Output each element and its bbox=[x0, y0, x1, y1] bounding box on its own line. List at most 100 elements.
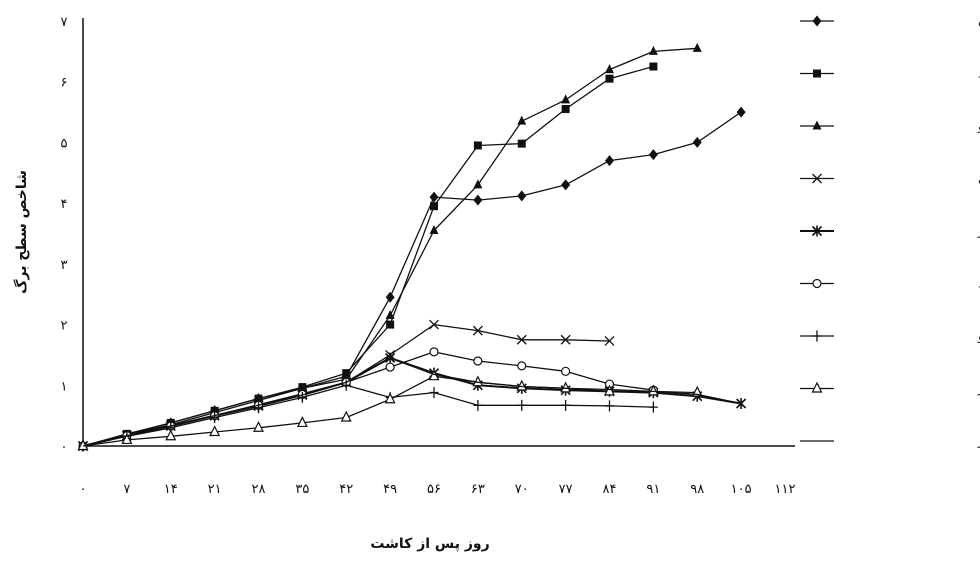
data-point bbox=[648, 401, 658, 413]
series-8 bbox=[77, 369, 703, 451]
x-tick-label: ۷ bbox=[123, 482, 130, 497]
data-point bbox=[561, 94, 571, 104]
y-tick-label: ۷ bbox=[61, 15, 68, 30]
data-point bbox=[516, 379, 528, 391]
y-axis-title: شاخص سطح برگ bbox=[13, 170, 30, 294]
data-point bbox=[648, 149, 658, 161]
data-point bbox=[647, 384, 659, 396]
series-1 bbox=[78, 106, 746, 452]
data-point bbox=[605, 155, 614, 167]
series-line bbox=[82, 65, 654, 447]
data-point bbox=[340, 410, 352, 422]
y-tick-label: ۰ bbox=[61, 440, 68, 455]
x-tick-label: ۹۱ bbox=[646, 482, 660, 497]
y-tick-label: ۶ bbox=[61, 76, 68, 91]
data-point bbox=[429, 387, 439, 399]
x-tick-label: ۱۴ bbox=[164, 482, 178, 497]
legend-label: لوبیا قرمز صیاد bbox=[978, 277, 980, 292]
data-point bbox=[473, 194, 483, 206]
data-point bbox=[648, 45, 658, 55]
legend: لوبیا چشم بلبلی کامران لوبیا چشم بلبلی مش… bbox=[800, 14, 980, 449]
legend-entry: ماش پرتو bbox=[800, 329, 980, 344]
series-6 bbox=[78, 347, 658, 451]
x-tick-label: ۶۳ bbox=[471, 482, 485, 497]
data-point bbox=[517, 361, 527, 371]
data-point bbox=[254, 402, 263, 414]
x-tick-label: ۹۸ bbox=[690, 482, 704, 497]
data-point bbox=[649, 62, 658, 71]
data-point bbox=[473, 399, 483, 411]
legend-entry: لوبیا قرمز گلی bbox=[800, 172, 980, 187]
data-point bbox=[473, 179, 483, 189]
data-point bbox=[386, 320, 395, 329]
series-lines bbox=[77, 42, 747, 452]
y-tick-label: ۴ bbox=[61, 197, 68, 212]
x-tick-label: ۸۴ bbox=[603, 482, 617, 497]
y-tick-label: ۱ bbox=[61, 379, 68, 394]
data-point bbox=[210, 411, 220, 423]
data-point bbox=[430, 202, 438, 211]
legend-label: لوبیا چشم بلبلی مشهد bbox=[978, 67, 980, 82]
data-point bbox=[429, 319, 439, 330]
legend-entry: ماش مهر bbox=[800, 434, 980, 449]
data-point bbox=[604, 336, 615, 346]
legend-label: لوبیا قرمز گلی bbox=[978, 172, 980, 187]
data-point bbox=[517, 190, 527, 202]
data-point bbox=[692, 42, 702, 52]
data-point bbox=[736, 398, 747, 409]
data-point bbox=[385, 291, 395, 303]
data-point bbox=[561, 366, 571, 376]
x-tick-label: ۲۸ bbox=[252, 482, 266, 497]
data-point bbox=[517, 115, 527, 125]
data-point bbox=[692, 136, 702, 148]
data-point bbox=[385, 309, 395, 319]
data-point bbox=[429, 224, 439, 234]
legend-label: ماش مهر bbox=[977, 434, 980, 449]
series-line bbox=[82, 375, 698, 447]
data-point bbox=[561, 399, 571, 411]
data-point bbox=[736, 106, 746, 118]
x-tick-label: ۷۷ bbox=[559, 482, 573, 497]
axes bbox=[82, 18, 795, 447]
data-point bbox=[121, 433, 133, 445]
legend-label: لوبیا چشم بلبلی پرستو bbox=[977, 119, 980, 134]
legend-entry: لوبیا چشم بلبلی مشهد bbox=[800, 67, 980, 82]
data-point bbox=[209, 425, 221, 437]
data-point bbox=[473, 141, 482, 150]
data-point bbox=[429, 347, 439, 357]
legend-label: لوبیا قرمز ناز bbox=[977, 224, 980, 239]
x-tick-label: ۲۱ bbox=[208, 482, 222, 497]
legend-entry: لوبیا چشم بلبلی کامران bbox=[800, 14, 980, 29]
series-line bbox=[82, 384, 654, 447]
data-point bbox=[516, 334, 527, 345]
data-point bbox=[253, 420, 264, 432]
legend-swatch-marker bbox=[811, 225, 823, 237]
series-5 bbox=[77, 352, 747, 452]
legend-entry: لوبیا قرمز صیاد bbox=[800, 277, 980, 292]
data-point bbox=[604, 384, 615, 396]
data-point bbox=[165, 429, 177, 441]
y-tick-label: ۳ bbox=[61, 258, 68, 273]
series-line bbox=[82, 357, 742, 447]
data-point bbox=[560, 381, 572, 393]
legend-label: لوبیا چشم بلبلی کامران bbox=[978, 14, 980, 29]
data-point bbox=[517, 139, 526, 148]
legend-swatch-marker bbox=[812, 15, 822, 27]
legend-swatch-marker bbox=[812, 173, 822, 184]
legend-swatch-marker bbox=[812, 330, 822, 342]
legend-label: ماش پرتو bbox=[977, 329, 980, 344]
legend-entry: ماش گوهر bbox=[800, 382, 980, 397]
data-point bbox=[429, 191, 439, 203]
x-tick-label: ۳۵ bbox=[295, 482, 309, 497]
series-9 bbox=[82, 357, 742, 447]
data-point bbox=[297, 382, 307, 392]
legend-label: ماش گوهر bbox=[977, 382, 980, 397]
x-tick-label: ۷۰ bbox=[515, 482, 529, 497]
data-point bbox=[605, 64, 614, 74]
data-point bbox=[560, 334, 571, 345]
data-point bbox=[472, 325, 483, 336]
legend-entry: لوبیا چشم بلبلی پرستو bbox=[800, 119, 980, 134]
legend-swatch-marker bbox=[812, 120, 822, 130]
series-line bbox=[82, 357, 742, 447]
